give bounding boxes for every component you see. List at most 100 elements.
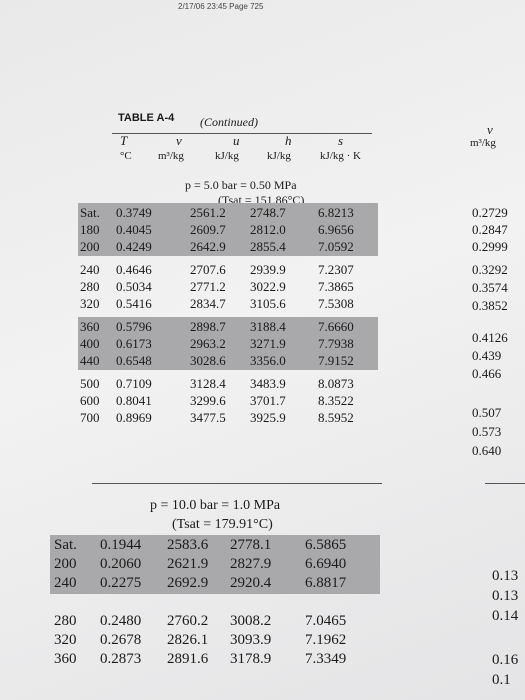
- cell: 2760.2: [167, 613, 209, 629]
- temperature: 180: [80, 222, 100, 237]
- table-subtitle: (Continued): [200, 115, 258, 129]
- rule: [485, 483, 525, 484]
- section-pressure: p = 10.0 bar = 1.0 MPa: [150, 498, 281, 513]
- temperature: Sat.: [54, 537, 77, 553]
- cell: 0.6173: [116, 336, 152, 351]
- cell: 2778.1: [230, 537, 272, 553]
- cell: 0.2873: [100, 651, 142, 667]
- cell: 2609.7: [190, 222, 226, 237]
- cell: 6.6940: [305, 556, 347, 572]
- cell: 3093.9: [230, 632, 272, 648]
- cell: 2827.9: [230, 556, 272, 572]
- cell: 0.13: [492, 588, 519, 604]
- cell: 0.3292: [472, 262, 508, 277]
- temperature: 400: [80, 336, 100, 351]
- cell: 7.0465: [305, 613, 347, 629]
- cell: 7.3349: [305, 651, 347, 667]
- cell: 0.5416: [116, 296, 152, 311]
- temperature: 240: [80, 262, 100, 277]
- temperature: 200: [80, 239, 100, 254]
- cell: 0.2999: [472, 239, 508, 254]
- cell: 2621.9: [167, 556, 209, 572]
- cell: 2920.4: [230, 575, 272, 591]
- temperature: 360: [80, 319, 100, 334]
- cell: 0.16: [492, 652, 519, 668]
- cell: 0.8969: [116, 410, 152, 425]
- cell: 3178.9: [230, 651, 272, 667]
- cell: 0.3574: [472, 280, 508, 295]
- temperature: 200: [54, 556, 77, 572]
- cell: 0.4646: [116, 262, 152, 277]
- column-unit: m³/kg: [158, 150, 184, 162]
- cell: 3028.6: [190, 353, 226, 368]
- cell: 0.3749: [116, 205, 152, 220]
- cell: 0.1: [492, 672, 511, 688]
- cell: 2963.2: [190, 336, 226, 351]
- temperature: 280: [80, 279, 100, 294]
- cell: 0.640: [472, 443, 502, 458]
- cell: 6.9656: [318, 222, 354, 237]
- cell: 3105.6: [250, 296, 286, 311]
- cell: 2748.7: [250, 205, 286, 220]
- cell: 3299.6: [190, 393, 226, 408]
- cell: 6.8213: [318, 205, 354, 220]
- cell: 2771.2: [190, 279, 226, 294]
- cell: 2891.6: [167, 651, 209, 667]
- cell: 0.1944: [100, 537, 142, 553]
- cell: 2561.2: [190, 205, 226, 220]
- rule: [112, 133, 372, 134]
- temperature: 280: [54, 613, 77, 629]
- cell: 0.2847: [472, 222, 508, 237]
- column-symbol: v: [176, 133, 182, 148]
- cell: 7.3865: [318, 279, 354, 294]
- rule: [92, 483, 382, 484]
- column-symbol: T: [120, 133, 128, 148]
- cell: 2692.9: [167, 575, 209, 591]
- cell: 0.573: [472, 424, 502, 439]
- cell: 7.0592: [318, 239, 354, 254]
- cell: 3477.5: [190, 410, 226, 425]
- cell: 0.5796: [116, 319, 152, 334]
- temperature: 320: [80, 296, 100, 311]
- cell: 0.466: [472, 366, 502, 381]
- cell: 0.4045: [116, 222, 152, 237]
- cell: 0.8041: [116, 393, 152, 408]
- cell: 2642.9: [190, 239, 226, 254]
- cell: 6.8817: [305, 575, 347, 591]
- cell: 8.0873: [318, 376, 354, 391]
- cell: 7.1962: [305, 632, 347, 648]
- section-pressure: p = 5.0 bar = 0.50 MPa: [185, 178, 297, 192]
- shaded-band: [78, 317, 378, 370]
- column-unit: °C: [120, 150, 132, 162]
- cell: 0.2678: [100, 632, 142, 648]
- cell: 0.7109: [116, 376, 152, 391]
- column-unit: kJ/kg · K: [320, 150, 361, 162]
- cell: 2898.7: [190, 319, 226, 334]
- cell: 3008.2: [230, 613, 272, 629]
- temperature: 600: [80, 393, 100, 408]
- shaded-band: [78, 203, 378, 256]
- column-symbol: u: [233, 133, 240, 148]
- cell: 0.4126: [472, 330, 508, 345]
- section-tsat: (Tsat = 179.91°C): [172, 517, 273, 532]
- shaded-band: [50, 535, 380, 594]
- cell: 0.14: [492, 608, 519, 624]
- cell: 0.2480: [100, 613, 142, 629]
- cell: 2707.6: [190, 262, 226, 277]
- temperature: 500: [80, 376, 100, 391]
- table-title: TABLE A-4: [118, 112, 175, 124]
- cell: 2834.7: [190, 296, 226, 311]
- cell: 6.5865: [305, 537, 347, 553]
- column-unit: kJ/kg: [267, 150, 291, 162]
- temperature: 440: [80, 353, 100, 368]
- cell: 0.507: [472, 405, 502, 420]
- cell: 7.7938: [318, 336, 354, 351]
- cell: 3128.4: [190, 376, 226, 391]
- cell: 3022.9: [250, 279, 286, 294]
- cell: 8.5952: [318, 410, 354, 425]
- cell: 0.2275: [100, 575, 142, 591]
- cell: 7.9152: [318, 353, 354, 368]
- cell: 0.13: [492, 568, 519, 584]
- temperature: 240: [54, 575, 77, 591]
